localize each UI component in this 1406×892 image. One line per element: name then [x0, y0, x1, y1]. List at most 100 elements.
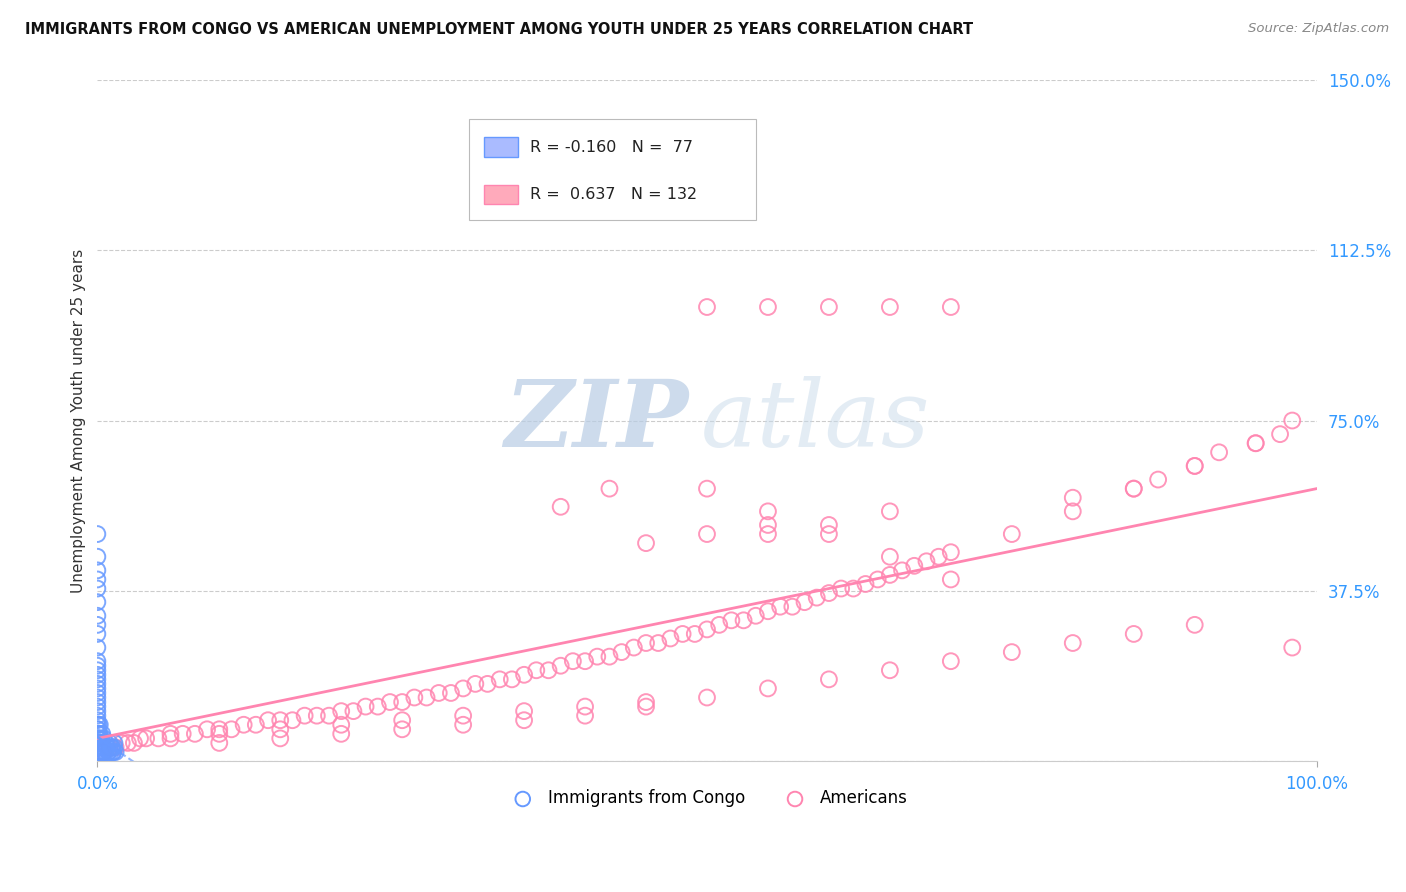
Point: [86, 582, 108, 596]
Point: [86, 731, 108, 746]
Point: [671, 627, 693, 641]
Point: [610, 645, 633, 659]
Point: [87, 731, 110, 746]
Point: [86, 640, 108, 655]
Point: [89, 727, 111, 741]
Point: [879, 663, 901, 677]
Point: [87, 727, 110, 741]
Point: [1062, 504, 1084, 518]
Point: [550, 658, 572, 673]
Point: [269, 713, 291, 727]
Point: [86, 699, 108, 714]
Point: [86, 740, 108, 755]
Point: [696, 527, 718, 541]
Point: [269, 731, 291, 746]
Point: [86, 595, 108, 609]
Point: [90, 745, 112, 759]
Point: [86, 608, 108, 623]
Point: [769, 599, 792, 614]
Point: [129, 731, 152, 746]
Point: [86, 627, 108, 641]
Point: [104, 740, 127, 755]
Point: [86, 549, 108, 564]
Point: [634, 636, 657, 650]
Point: [122, 736, 145, 750]
Point: [342, 704, 364, 718]
Point: [86, 704, 108, 718]
Point: [696, 482, 718, 496]
Point: [634, 699, 657, 714]
Point: [440, 686, 463, 700]
Point: [87, 745, 110, 759]
Point: [1147, 473, 1170, 487]
Point: [89, 736, 111, 750]
Point: [318, 708, 340, 723]
Point: [782, 599, 804, 614]
Point: [756, 604, 779, 618]
Point: [367, 699, 389, 714]
Point: [86, 563, 108, 577]
Point: [1122, 482, 1144, 496]
Point: [148, 731, 170, 746]
Point: [159, 731, 181, 746]
Point: [488, 673, 510, 687]
Text: IMMIGRANTS FROM CONGO VS AMERICAN UNEMPLOYMENT AMONG YOUTH UNDER 25 YEARS CORREL: IMMIGRANTS FROM CONGO VS AMERICAN UNEMPL…: [25, 22, 973, 37]
FancyBboxPatch shape: [484, 137, 517, 157]
Point: [891, 563, 914, 577]
Point: [89, 736, 111, 750]
Point: [513, 668, 536, 682]
Point: [86, 573, 108, 587]
Point: [756, 518, 779, 533]
Point: [1184, 458, 1206, 473]
Point: [94, 736, 117, 750]
Point: [86, 658, 108, 673]
Point: [354, 699, 377, 714]
Point: [561, 654, 583, 668]
Point: [586, 649, 609, 664]
Point: [103, 740, 125, 755]
Point: [1062, 636, 1084, 650]
Point: [1122, 482, 1144, 496]
Point: [269, 723, 291, 737]
Point: [208, 736, 231, 750]
Point: [103, 745, 125, 759]
Point: [96, 740, 118, 755]
Point: [86, 713, 108, 727]
Point: [696, 300, 718, 314]
Point: [1268, 427, 1291, 442]
Point: [103, 745, 125, 759]
Point: [756, 300, 779, 314]
Point: [86, 740, 108, 755]
Point: [86, 686, 108, 700]
Point: [91, 740, 114, 755]
Point: [830, 582, 852, 596]
Point: [86, 695, 108, 709]
Point: [879, 549, 901, 564]
Point: [93, 745, 115, 759]
Point: [915, 554, 938, 568]
Point: [135, 731, 157, 746]
Point: [86, 618, 108, 632]
Point: [89, 740, 111, 755]
Point: [818, 586, 841, 600]
Point: [1244, 436, 1267, 450]
Point: [818, 527, 841, 541]
Point: [93, 745, 115, 759]
Point: [98, 736, 121, 750]
Point: [221, 723, 243, 737]
Point: [855, 577, 877, 591]
Point: [842, 582, 865, 596]
Point: [1244, 436, 1267, 450]
Point: [756, 504, 779, 518]
Point: [281, 713, 304, 727]
Point: [1208, 445, 1230, 459]
Point: [391, 723, 413, 737]
Point: [87, 718, 110, 732]
Point: [391, 713, 413, 727]
Point: [97, 745, 120, 759]
Point: [659, 632, 682, 646]
Point: [756, 527, 779, 541]
Point: [451, 708, 474, 723]
Point: [117, 736, 139, 750]
Point: [866, 573, 889, 587]
